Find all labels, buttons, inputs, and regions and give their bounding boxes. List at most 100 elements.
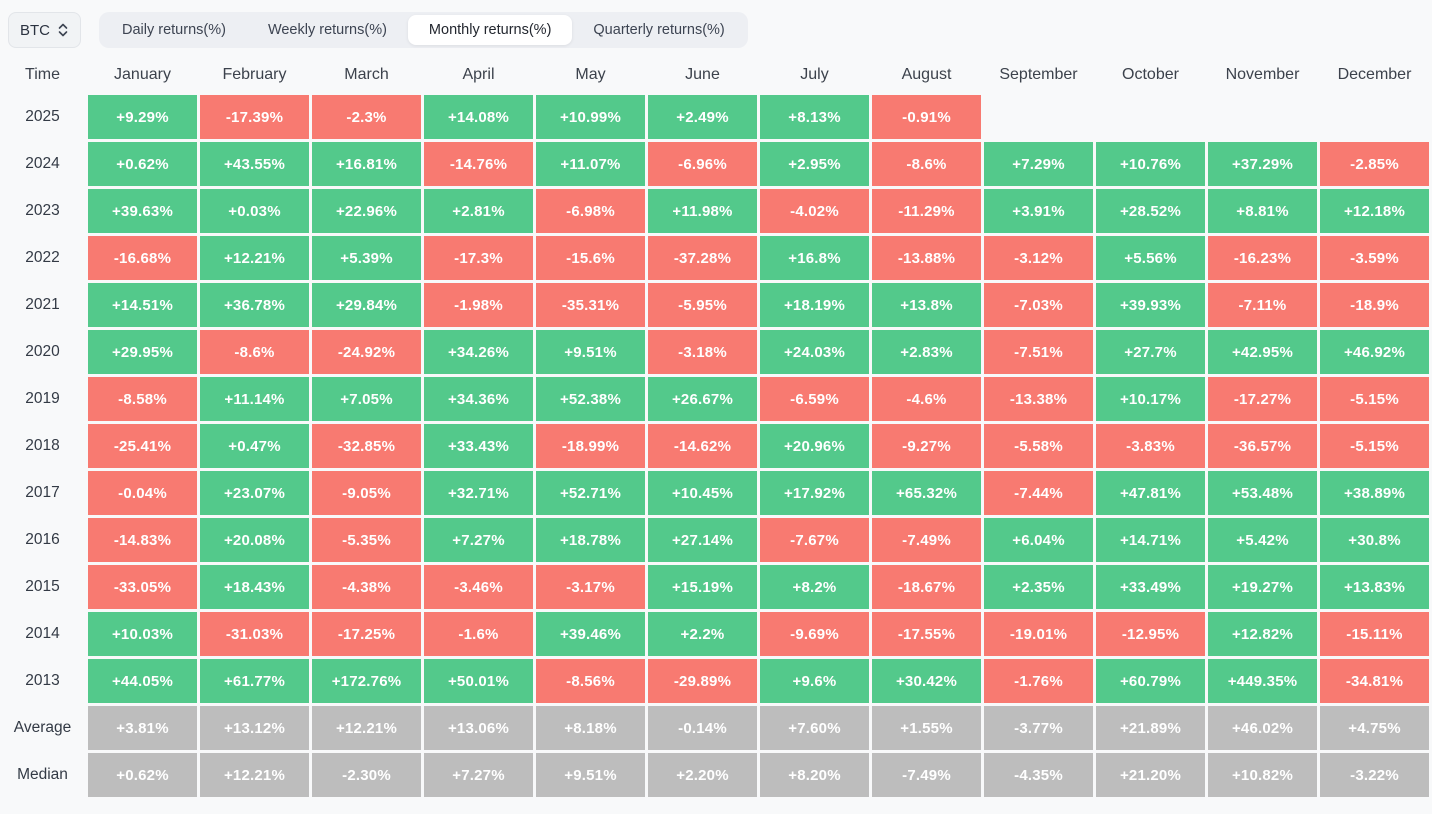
cell-2020-february: -8.6% — [200, 330, 309, 374]
updown-chevron-icon — [57, 22, 69, 38]
row-label-2016: 2016 — [25, 531, 60, 548]
cell-2017-march: -9.05% — [312, 471, 421, 515]
cell-2014-august: -17.55% — [872, 612, 981, 656]
cell-2016-may: +18.78% — [536, 518, 645, 562]
row-label-2018: 2018 — [25, 437, 60, 454]
cell-2023-november: +8.81% — [1208, 189, 1317, 233]
cell-2020-september: -7.51% — [984, 330, 1093, 374]
cell-2014-april: -1.6% — [424, 612, 533, 656]
cell-2015-august: -18.67% — [872, 565, 981, 609]
cell-2022-june: -37.28% — [648, 236, 757, 280]
cell-2013-march: +172.76% — [312, 659, 421, 703]
column-header-may: May — [575, 66, 606, 83]
cell-median-april: +7.27% — [424, 753, 533, 797]
cell-median-october: +21.20% — [1096, 753, 1205, 797]
cell-2014-june: +2.2% — [648, 612, 757, 656]
cell-2016-december: +30.8% — [1320, 518, 1429, 562]
cell-average-december: +4.75% — [1320, 706, 1429, 750]
cell-2017-december: +38.89% — [1320, 471, 1429, 515]
tab-daily-returns[interactable]: Daily returns(%) — [122, 22, 226, 38]
cell-2013-october: +60.79% — [1096, 659, 1205, 703]
column-header-july: July — [800, 66, 829, 83]
cell-2013-december: -34.81% — [1320, 659, 1429, 703]
cell-2021-may: -35.31% — [536, 283, 645, 327]
cell-2019-march: +7.05% — [312, 377, 421, 421]
cell-2024-november: +37.29% — [1208, 142, 1317, 186]
cell-2017-november: +53.48% — [1208, 471, 1317, 515]
cell-2020-april: +34.26% — [424, 330, 533, 374]
cell-2024-july: +2.95% — [760, 142, 869, 186]
cell-2016-february: +20.08% — [200, 518, 309, 562]
cell-2021-april: -1.98% — [424, 283, 533, 327]
cell-2017-june: +10.45% — [648, 471, 757, 515]
cell-2015-march: -4.38% — [312, 565, 421, 609]
cell-2023-march: +22.96% — [312, 189, 421, 233]
cell-average-november: +46.02% — [1208, 706, 1317, 750]
cell-2022-july: +16.8% — [760, 236, 869, 280]
tab-monthly-returns[interactable]: Monthly returns(%) — [407, 15, 573, 45]
cell-average-january: +3.81% — [88, 706, 197, 750]
symbol-select-value: BTC — [20, 21, 50, 39]
cell-2020-march: -24.92% — [312, 330, 421, 374]
cell-2019-june: +26.67% — [648, 377, 757, 421]
cell-2015-december: +13.83% — [1320, 565, 1429, 609]
cell-2019-july: -6.59% — [760, 377, 869, 421]
cell-2016-october: +14.71% — [1096, 518, 1205, 562]
cell-2023-august: -11.29% — [872, 189, 981, 233]
cell-2021-december: -18.9% — [1320, 283, 1429, 327]
cell-2013-january: +44.05% — [88, 659, 197, 703]
cell-2023-april: +2.81% — [424, 189, 533, 233]
cell-2021-october: +39.93% — [1096, 283, 1205, 327]
cell-2019-august: -4.6% — [872, 377, 981, 421]
cell-2025-november — [1208, 95, 1317, 139]
row-label-2014: 2014 — [25, 625, 60, 642]
row-label-2017: 2017 — [25, 484, 60, 501]
cell-2013-september: -1.76% — [984, 659, 1093, 703]
row-label-2020: 2020 — [25, 343, 60, 360]
cell-average-june: -0.14% — [648, 706, 757, 750]
cell-2016-january: -14.83% — [88, 518, 197, 562]
cell-2016-november: +5.42% — [1208, 518, 1317, 562]
cell-2016-july: -7.67% — [760, 518, 869, 562]
cell-2016-april: +7.27% — [424, 518, 533, 562]
cell-2022-november: -16.23% — [1208, 236, 1317, 280]
cell-2021-november: -7.11% — [1208, 283, 1317, 327]
cell-2023-september: +3.91% — [984, 189, 1093, 233]
cell-2021-september: -7.03% — [984, 283, 1093, 327]
cell-2018-april: +33.43% — [424, 424, 533, 468]
cell-2021-july: +18.19% — [760, 283, 869, 327]
cell-2015-february: +18.43% — [200, 565, 309, 609]
cell-2023-may: -6.98% — [536, 189, 645, 233]
cell-2025-october — [1096, 95, 1205, 139]
column-header-november: November — [1225, 66, 1300, 83]
cell-2022-december: -3.59% — [1320, 236, 1429, 280]
row-label-2023: 2023 — [25, 202, 60, 219]
column-header-february: February — [222, 66, 287, 83]
cell-2022-march: +5.39% — [312, 236, 421, 280]
cell-2025-september — [984, 95, 1093, 139]
cell-average-october: +21.89% — [1096, 706, 1205, 750]
cell-2018-march: -32.85% — [312, 424, 421, 468]
cell-2024-may: +11.07% — [536, 142, 645, 186]
cell-median-december: -3.22% — [1320, 753, 1429, 797]
tab-quarterly-returns[interactable]: Quarterly returns(%) — [593, 22, 725, 38]
cell-2020-may: +9.51% — [536, 330, 645, 374]
returns-tabs: Daily returns(%) Weekly returns(%) Monthly… — [99, 12, 748, 48]
cell-2015-october: +33.49% — [1096, 565, 1205, 609]
cell-2018-january: -25.41% — [88, 424, 197, 468]
cell-2022-april: -17.3% — [424, 236, 533, 280]
symbol-select[interactable]: BTC — [8, 12, 81, 48]
cell-2025-february: -17.39% — [200, 95, 309, 139]
cell-2022-october: +5.56% — [1096, 236, 1205, 280]
cell-2021-june: -5.95% — [648, 283, 757, 327]
cell-median-march: -2.30% — [312, 753, 421, 797]
cell-average-july: +7.60% — [760, 706, 869, 750]
row-label-median: Median — [17, 766, 68, 783]
cell-2014-december: -15.11% — [1320, 612, 1429, 656]
tab-weekly-returns[interactable]: Weekly returns(%) — [267, 22, 387, 38]
cell-2023-january: +39.63% — [88, 189, 197, 233]
cell-2022-january: -16.68% — [88, 236, 197, 280]
cell-2018-august: -9.27% — [872, 424, 981, 468]
cell-2017-july: +17.92% — [760, 471, 869, 515]
cell-median-june: +2.20% — [648, 753, 757, 797]
